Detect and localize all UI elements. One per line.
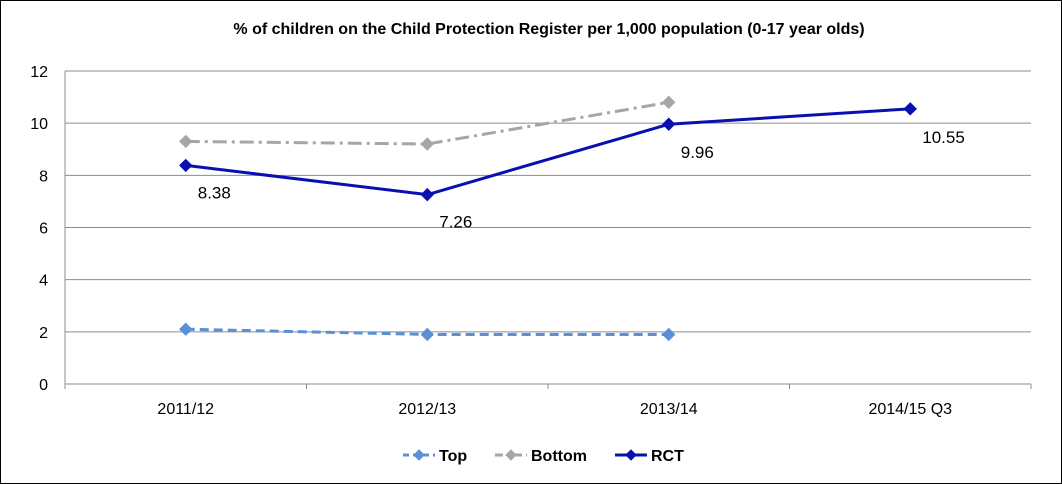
series-rct (179, 102, 917, 202)
legend-swatch-marker (413, 449, 425, 461)
data-point-rct (179, 158, 193, 173)
legend-swatch-marker (505, 449, 517, 461)
y-tick-label: 4 (39, 273, 48, 290)
legend-swatch-marker (625, 449, 637, 461)
series-bottom (179, 95, 676, 151)
y-tick-label: 12 (30, 64, 48, 81)
data-point-rct (903, 102, 917, 116)
x-tick-label: 2013/14 (640, 401, 698, 418)
x-tick-label: 2011/12 (157, 401, 214, 418)
data-point-bottom (420, 137, 434, 151)
data-point-top (179, 322, 193, 336)
data-point-top (420, 327, 434, 342)
data-label: 9.96 (681, 143, 714, 162)
legend-label: Top (439, 448, 467, 465)
legend-label: RCT (651, 448, 684, 465)
series-line-rct (185, 107, 911, 197)
y-tick-label: 0 (39, 377, 48, 394)
data-point-bottom (662, 95, 676, 110)
data-label: 7.26 (439, 213, 472, 232)
legend-item-top: Top (403, 448, 467, 465)
series-top (179, 322, 676, 342)
data-point-top (662, 327, 676, 342)
y-tick-label: 2 (39, 325, 48, 342)
legend-item-bottom: Bottom (495, 448, 587, 465)
data-point-rct (662, 117, 676, 131)
chart-title: % of children on the Child Protection Re… (233, 21, 864, 38)
y-tick-label: 10 (30, 116, 48, 133)
data-point-rct (420, 187, 434, 202)
legend-item-rct: RCT (615, 448, 684, 465)
y-tick-label: 6 (39, 221, 48, 238)
data-label: 10.55 (922, 128, 965, 147)
legend-label: Bottom (531, 448, 587, 465)
y-tick-label: 8 (39, 168, 48, 185)
x-tick-label: 2014/15 Q3 (868, 401, 952, 418)
x-tick-label: 2012/13 (398, 401, 456, 418)
data-point-bottom (179, 134, 193, 149)
data-label: 8.38 (198, 183, 231, 202)
